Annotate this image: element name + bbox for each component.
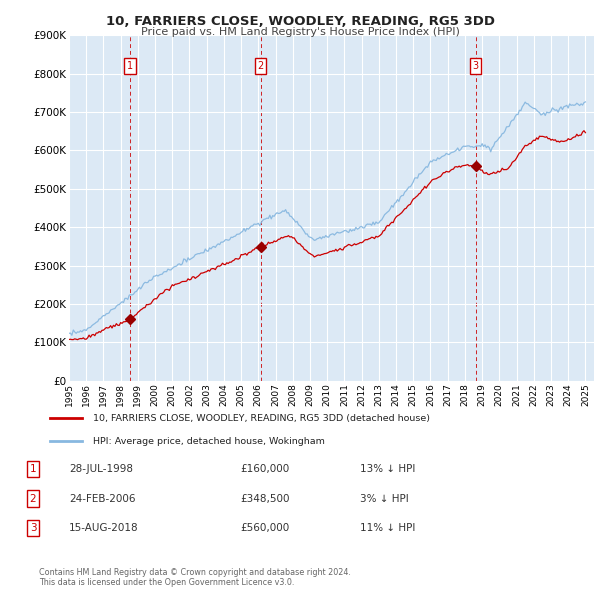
Text: 10, FARRIERS CLOSE, WOODLEY, READING, RG5 3DD (detached house): 10, FARRIERS CLOSE, WOODLEY, READING, RG…	[94, 414, 430, 422]
Text: 3% ↓ HPI: 3% ↓ HPI	[360, 494, 409, 503]
Text: 11% ↓ HPI: 11% ↓ HPI	[360, 523, 415, 533]
Text: 2: 2	[257, 61, 264, 71]
Text: £160,000: £160,000	[240, 464, 289, 474]
Text: Contains HM Land Registry data © Crown copyright and database right 2024.
This d: Contains HM Land Registry data © Crown c…	[39, 568, 351, 587]
Text: 10, FARRIERS CLOSE, WOODLEY, READING, RG5 3DD: 10, FARRIERS CLOSE, WOODLEY, READING, RG…	[106, 15, 494, 28]
Text: 1: 1	[29, 464, 37, 474]
Text: 3: 3	[29, 523, 37, 533]
Text: 1: 1	[127, 61, 133, 71]
Text: 24-FEB-2006: 24-FEB-2006	[69, 494, 136, 503]
Text: 2: 2	[29, 494, 37, 503]
Text: Price paid vs. HM Land Registry's House Price Index (HPI): Price paid vs. HM Land Registry's House …	[140, 27, 460, 37]
Text: 3: 3	[473, 61, 479, 71]
Text: 15-AUG-2018: 15-AUG-2018	[69, 523, 139, 533]
Text: £560,000: £560,000	[240, 523, 289, 533]
Text: £348,500: £348,500	[240, 494, 290, 503]
Text: 28-JUL-1998: 28-JUL-1998	[69, 464, 133, 474]
Text: 13% ↓ HPI: 13% ↓ HPI	[360, 464, 415, 474]
Text: HPI: Average price, detached house, Wokingham: HPI: Average price, detached house, Woki…	[94, 437, 325, 446]
